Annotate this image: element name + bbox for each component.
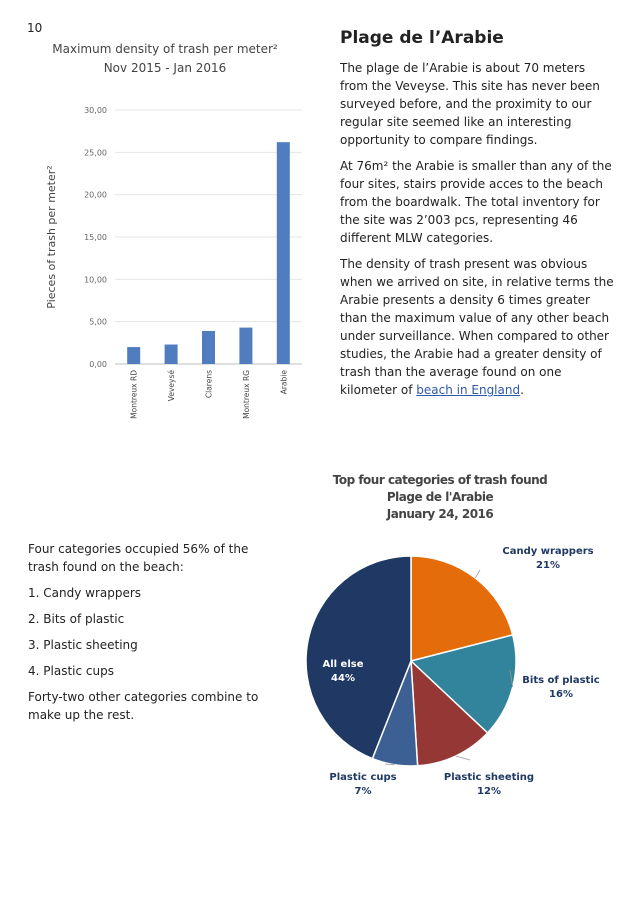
x-tick-label: Montreux RD (130, 370, 139, 419)
page-number: 10 (27, 21, 43, 35)
bar (276, 142, 290, 364)
pie-slice (410, 555, 514, 662)
summary-block: Four categories occupied 56% of the tras… (28, 540, 268, 732)
bar-chart-subtitle: Nov 2015 - Jan 2016 (103, 61, 227, 75)
pie-slice-label: Plastic sheeting (444, 772, 534, 783)
pie-leader-line (475, 569, 481, 579)
x-tick-label: Arabie (279, 370, 288, 395)
article-paragraph-3: The density of trash present was obvious… (340, 255, 616, 399)
bar-chart-title: Maximum density of trash per meter² (52, 42, 278, 56)
pie-slice-label: Plastic cups (329, 772, 396, 783)
article-column: Plage de l’Arabie The plage de l’Arabie … (340, 28, 616, 407)
pie-chart-subtitle-2: January 24, 2016 (386, 507, 494, 521)
pie-chart-subtitle-1: Plage de l'Arabie (386, 490, 494, 504)
y-tick-label: 0,00 (89, 360, 107, 369)
pie-slice-percent: 7% (355, 786, 372, 797)
paragraph-3-end: . (520, 383, 524, 397)
bar (164, 344, 178, 364)
pie-chart-title: Top four categories of trash found (332, 473, 548, 487)
summary-item-4: 4. Plastic cups (28, 664, 114, 678)
summary-item-3: 3. Plastic sheeting (28, 638, 138, 652)
y-tick-label: 20,00 (84, 191, 107, 200)
pie-leader-line (455, 755, 471, 761)
x-tick-label: Veveysé (167, 370, 176, 402)
beach-in-england-link[interactable]: beach in England (416, 383, 521, 397)
summary-item-2: 2. Bits of plastic (28, 612, 125, 626)
pie-leader-line (509, 669, 514, 688)
summary-item-1: 1. Candy wrappers (28, 586, 142, 600)
pie-slice (409, 633, 517, 734)
x-tick-label: Montreux RG (242, 370, 251, 419)
article-paragraph-1: The plage de l’Arabie is about 70 meters… (340, 61, 600, 147)
paragraph-3-text: The density of trash present was obvious… (340, 257, 614, 397)
x-tick-label: Clarens (205, 370, 214, 398)
summary-outro: Forty-two other categories combine to ma… (28, 690, 259, 722)
y-tick-label: 30,00 (84, 106, 107, 115)
pie-slice-label: Bits of plastic (522, 675, 599, 686)
y-tick-label: 25,00 (84, 148, 107, 157)
bar (127, 347, 141, 364)
summary-intro: Four categories occupied 56% of the tras… (28, 542, 249, 574)
pie-slice (410, 659, 489, 767)
pie-slice-label: Candy wrappers (502, 546, 593, 557)
pie-slice-percent: 44% (331, 673, 355, 684)
y-tick-label: 10,00 (84, 275, 107, 284)
bar (202, 330, 215, 364)
y-tick-label: 15,00 (84, 233, 107, 242)
article-paragraph-2: At 76m² the Arabie is smaller than any o… (340, 159, 612, 245)
pie-slice-percent: 21% (536, 560, 560, 571)
article-heading: Plage de l’Arabie (340, 28, 504, 48)
pie-leader-line (384, 763, 395, 766)
bar (239, 327, 253, 364)
y-tick-label: 5,00 (89, 318, 107, 327)
pie-slice-percent: 16% (549, 689, 573, 700)
bar-chart: 0,00 5,00 10,00 15,00 20,00 25,00 30,00 Montreu… (45, 106, 302, 419)
pie-slice (305, 555, 412, 760)
pie-chart-title-block: Top four categories of trash found Plage… (300, 472, 580, 523)
pie-slice (371, 660, 419, 767)
pie-slice-percent: 12% (477, 786, 501, 797)
y-axis-label: Pieces of trash per meter² (45, 165, 58, 308)
pie-slice-label: All else (322, 659, 363, 670)
